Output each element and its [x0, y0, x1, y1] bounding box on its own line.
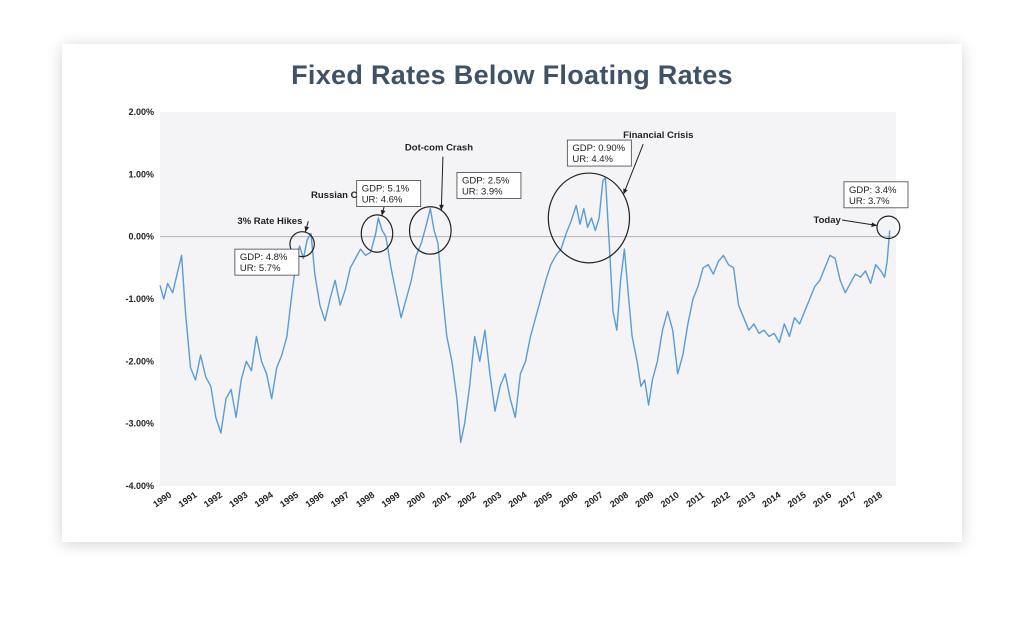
russian-crisis-arrowhead: [380, 209, 386, 216]
dotcom-crash-circle: [408, 206, 452, 255]
rate-hikes-circle: [289, 231, 315, 258]
dotcom-crash-ur: UR: 3.9%: [462, 186, 503, 197]
series-line: [159, 176, 891, 444]
x-tick-label: 2007: [583, 490, 605, 510]
dotcom-crash-arrow: [440, 156, 444, 211]
x-tick-label: 2000: [405, 490, 427, 510]
y-tick-label: 0.00%: [128, 232, 154, 242]
rate-hikes-label: 3% Rate Hikes: [237, 216, 302, 227]
today-circle: [876, 215, 901, 240]
financial-crisis-stat-box: [566, 139, 632, 167]
russian-crisis-circle: [360, 214, 394, 253]
dotcom-crash-stat-box: [456, 172, 522, 199]
dotcom-crash-label: Dot-com Crash: [405, 143, 473, 154]
x-tick-label: 1994: [253, 490, 275, 510]
financial-crisis-ur: UR: 4.4%: [572, 154, 613, 165]
x-tick-label: 2014: [760, 490, 782, 510]
x-tick-label: 2011: [684, 490, 706, 509]
x-tick-label: 2016: [811, 490, 833, 510]
plot-area: [160, 112, 896, 486]
rate-hikes-arrowhead: [304, 226, 310, 233]
x-tick-label: 2017: [836, 490, 858, 510]
y-tick-label: -2.00%: [125, 356, 154, 366]
x-tick-label: 2001: [430, 490, 452, 510]
today-gdp: GDP: 3.4%: [849, 185, 897, 196]
rate-hikes-stat-box: [234, 248, 300, 276]
x-tick-label: 2013: [735, 490, 757, 510]
x-tick-label: 1998: [354, 490, 376, 510]
russian-crisis-gdp: GDP: 5.1%: [362, 184, 410, 195]
financial-crisis-circle: [547, 172, 631, 264]
x-tick-label: 1997: [329, 490, 351, 510]
x-tick-label: 1990: [151, 490, 173, 510]
x-tick-label: 2005: [532, 490, 554, 510]
x-tick-label: 1996: [303, 490, 325, 510]
x-tick-label: 2012: [710, 490, 732, 510]
dotcom-crash-arrowhead: [439, 204, 444, 211]
today-stat-box: [843, 181, 909, 209]
x-tick-label: 2004: [507, 490, 529, 510]
russian-crisis-stat-box: [356, 180, 422, 207]
y-tick-label: 1.00%: [128, 169, 154, 179]
russian-crisis-ur: UR: 4.6%: [362, 195, 403, 206]
today-arrowhead: [871, 222, 878, 227]
financial-crisis-gdp: GDP: 0.90%: [572, 143, 625, 154]
x-tick-label: 1991: [177, 490, 199, 510]
x-tick-label: 2006: [557, 490, 579, 510]
financial-crisis-arrowhead: [623, 188, 628, 195]
x-tick-label: 2008: [608, 490, 630, 510]
x-tick-label: 1995: [278, 490, 300, 510]
x-tick-label: 2003: [481, 490, 503, 510]
x-tick-label: 1999: [380, 490, 402, 510]
x-tick-label: 2009: [633, 490, 655, 510]
x-tick-label: 2002: [456, 490, 478, 510]
x-tick-label: 1992: [202, 490, 224, 510]
rate-hikes-ur: UR: 5.7%: [240, 263, 281, 274]
chart-title: Fixed Rates Below Floating Rates: [291, 60, 733, 90]
financial-crisis-arrow: [622, 143, 644, 195]
x-tick-label: 2010: [659, 490, 681, 510]
x-tick-label: 1993: [227, 490, 249, 510]
today-arrow: [841, 219, 878, 227]
rate-hikes-gdp: GDP: 4.8%: [240, 252, 288, 263]
y-tick-label: -3.00%: [125, 419, 154, 429]
x-tick-label: 2018: [862, 490, 884, 510]
dotcom-crash-gdp: GDP: 2.5%: [462, 175, 510, 186]
x-tick-label: 2015: [786, 490, 808, 510]
financial-crisis-label: Financial Crisis: [623, 130, 693, 141]
today-label: Today: [814, 215, 842, 226]
y-tick-label: -1.00%: [125, 294, 154, 304]
y-tick-label: -4.00%: [125, 481, 154, 491]
today-ur: UR: 3.7%: [849, 196, 890, 207]
russian-crisis-label: Russian Crisis: [311, 190, 377, 201]
y-tick-label: 2.00%: [128, 107, 154, 117]
